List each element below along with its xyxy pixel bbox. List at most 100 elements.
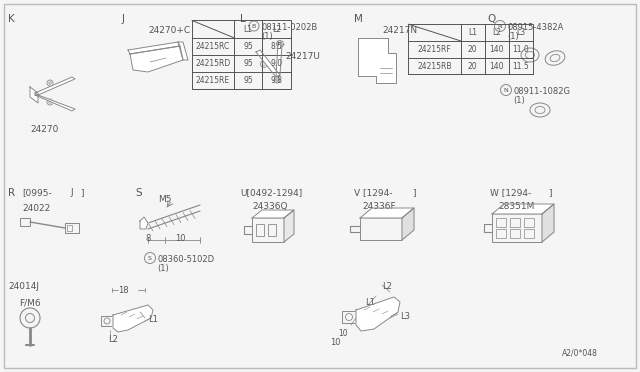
Text: 8.5: 8.5 bbox=[271, 42, 283, 51]
Text: A2/0*048: A2/0*048 bbox=[562, 349, 598, 358]
Text: 24215RF: 24215RF bbox=[418, 45, 451, 54]
Polygon shape bbox=[140, 217, 148, 229]
Bar bbox=[101, 316, 113, 326]
Text: 24270+C: 24270+C bbox=[148, 26, 190, 35]
Text: 24336F: 24336F bbox=[362, 202, 396, 211]
Bar bbox=[67, 225, 72, 231]
Text: V [1294-: V [1294- bbox=[354, 188, 392, 197]
Polygon shape bbox=[284, 210, 294, 242]
Bar bbox=[492, 214, 542, 242]
Text: 140: 140 bbox=[490, 61, 504, 71]
Text: 08111-0202B: 08111-0202B bbox=[261, 23, 317, 32]
Text: 10: 10 bbox=[338, 329, 348, 338]
Text: 08360-5102D: 08360-5102D bbox=[157, 255, 214, 264]
Text: L1: L1 bbox=[365, 298, 375, 307]
Text: K: K bbox=[8, 14, 15, 24]
Text: B: B bbox=[252, 23, 256, 29]
Polygon shape bbox=[130, 46, 183, 72]
Polygon shape bbox=[276, 42, 282, 77]
Bar bbox=[65, 223, 79, 233]
Text: J: J bbox=[70, 188, 72, 197]
Text: ]: ] bbox=[548, 188, 552, 197]
Polygon shape bbox=[402, 208, 414, 240]
Text: 24336Q: 24336Q bbox=[252, 202, 287, 211]
Text: 28351M: 28351M bbox=[498, 202, 534, 211]
Text: (1): (1) bbox=[513, 96, 525, 105]
Text: 20: 20 bbox=[468, 45, 477, 54]
Polygon shape bbox=[256, 50, 280, 77]
Text: 24022: 24022 bbox=[22, 204, 51, 213]
Text: (1): (1) bbox=[261, 32, 273, 41]
Text: 95: 95 bbox=[243, 42, 253, 51]
Bar bbox=[496, 229, 506, 238]
Text: 24215RB: 24215RB bbox=[417, 61, 452, 71]
Bar bbox=[408, 24, 533, 74]
Text: 24014J: 24014J bbox=[8, 282, 39, 291]
Text: 10: 10 bbox=[330, 338, 340, 347]
Polygon shape bbox=[360, 208, 414, 218]
Text: ]: ] bbox=[80, 188, 83, 197]
Text: [0995-: [0995- bbox=[22, 188, 52, 197]
Polygon shape bbox=[358, 38, 396, 83]
Text: 24217U: 24217U bbox=[285, 52, 320, 61]
Bar bbox=[524, 218, 534, 227]
Text: ]: ] bbox=[412, 188, 415, 197]
Text: 24270: 24270 bbox=[30, 125, 58, 134]
Bar bbox=[496, 218, 506, 227]
Bar bbox=[252, 218, 284, 242]
Bar bbox=[256, 224, 264, 236]
Polygon shape bbox=[35, 95, 75, 111]
Text: L2: L2 bbox=[108, 335, 118, 344]
Polygon shape bbox=[356, 297, 400, 331]
Text: 11.0: 11.0 bbox=[513, 45, 529, 54]
Text: 24215RE: 24215RE bbox=[196, 76, 230, 85]
Text: 8: 8 bbox=[145, 234, 150, 243]
Polygon shape bbox=[178, 42, 188, 60]
Text: 24215RD: 24215RD bbox=[195, 59, 230, 68]
Text: R: R bbox=[8, 188, 15, 198]
Text: 140: 140 bbox=[490, 45, 504, 54]
Text: L2: L2 bbox=[492, 28, 501, 37]
Text: L2: L2 bbox=[272, 25, 282, 33]
Text: M: M bbox=[354, 14, 363, 24]
Bar bbox=[192, 20, 291, 89]
Text: 10: 10 bbox=[175, 234, 186, 243]
Text: L3: L3 bbox=[400, 312, 410, 321]
Text: 24215RC: 24215RC bbox=[196, 42, 230, 51]
Bar bbox=[360, 218, 402, 240]
Polygon shape bbox=[30, 87, 38, 103]
Text: L1: L1 bbox=[148, 315, 158, 324]
Text: S: S bbox=[135, 188, 141, 198]
Text: L1: L1 bbox=[244, 25, 253, 33]
Text: N: N bbox=[498, 23, 502, 29]
Text: L2: L2 bbox=[382, 282, 392, 291]
Text: 18: 18 bbox=[118, 286, 129, 295]
Text: N: N bbox=[504, 87, 508, 93]
Polygon shape bbox=[128, 42, 180, 54]
Bar bbox=[268, 224, 276, 236]
Text: 9.8: 9.8 bbox=[271, 76, 283, 85]
Bar bbox=[510, 218, 520, 227]
Text: 24217N: 24217N bbox=[382, 26, 417, 35]
Polygon shape bbox=[252, 210, 294, 218]
Polygon shape bbox=[492, 204, 554, 214]
Text: 95: 95 bbox=[243, 76, 253, 85]
Polygon shape bbox=[35, 77, 75, 95]
Text: 9.0: 9.0 bbox=[271, 59, 283, 68]
Text: Q: Q bbox=[487, 14, 495, 24]
Polygon shape bbox=[113, 305, 153, 332]
Text: W [1294-: W [1294- bbox=[490, 188, 531, 197]
Text: 08915-4382A: 08915-4382A bbox=[507, 23, 563, 32]
Text: L: L bbox=[240, 14, 246, 24]
Bar bbox=[20, 218, 30, 226]
Text: L1: L1 bbox=[468, 28, 477, 37]
Text: (1): (1) bbox=[507, 32, 519, 41]
Text: 11.5: 11.5 bbox=[513, 61, 529, 71]
Text: 95: 95 bbox=[243, 59, 253, 68]
Text: J: J bbox=[122, 14, 125, 24]
Bar bbox=[342, 311, 356, 323]
Text: (1): (1) bbox=[157, 264, 169, 273]
Polygon shape bbox=[542, 204, 554, 242]
Bar bbox=[510, 229, 520, 238]
Text: M5: M5 bbox=[158, 195, 172, 204]
